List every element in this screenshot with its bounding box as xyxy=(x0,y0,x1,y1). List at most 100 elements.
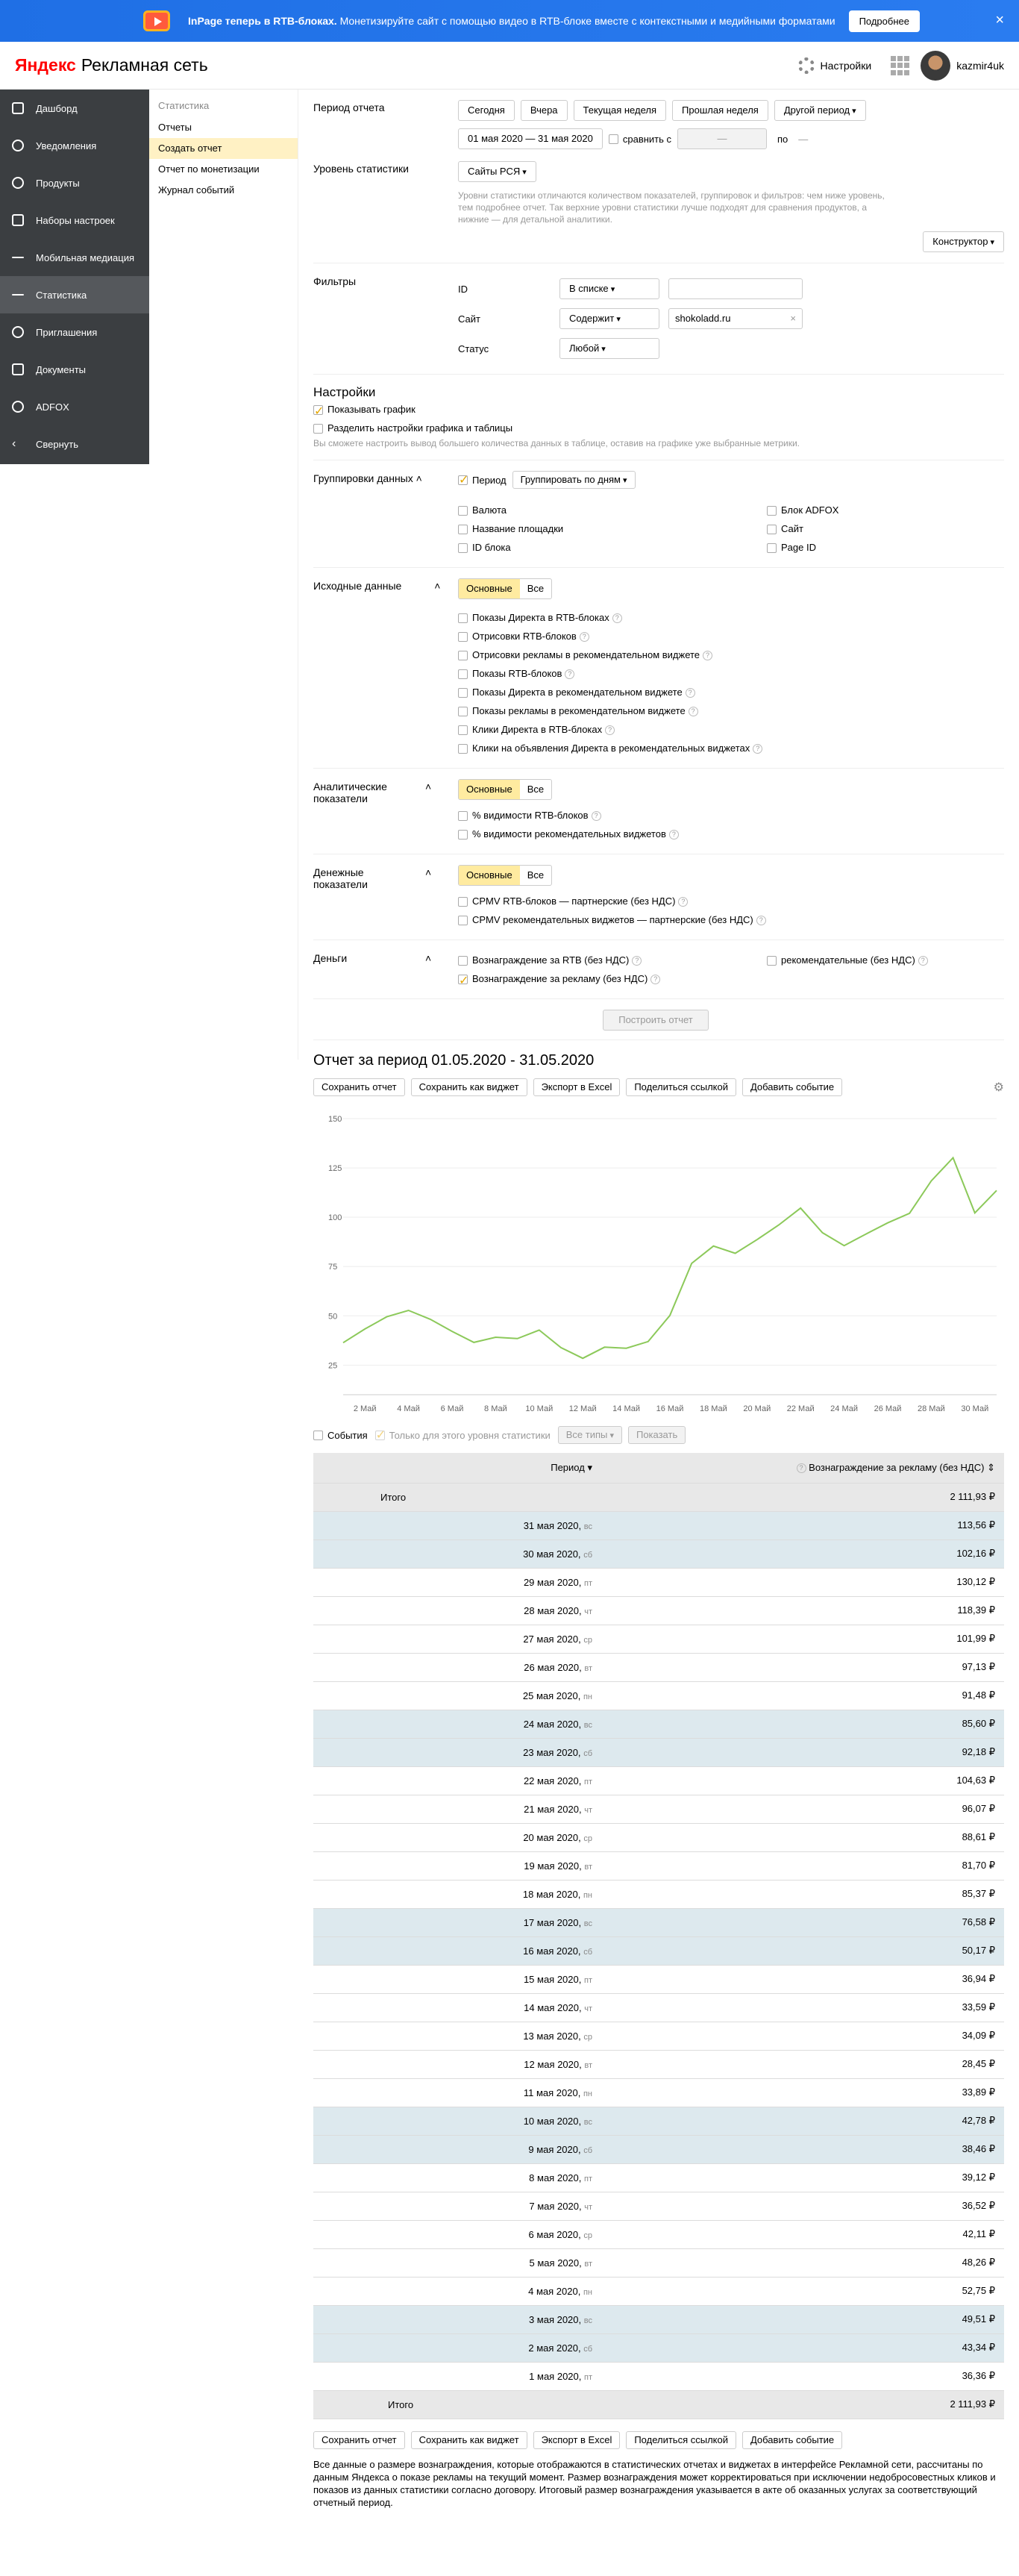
compare-from-input[interactable]: — xyxy=(677,128,768,149)
analytic-option[interactable]: % видимости RTB-блоков? xyxy=(458,806,679,825)
analytic-all-tab[interactable]: Все xyxy=(527,784,545,795)
split-settings-checkbox[interactable] xyxy=(313,424,323,434)
settings-link[interactable]: Настройки xyxy=(820,60,872,72)
money-ind-option[interactable]: CPMV RTB-блоков — партнерские (без НДС)? xyxy=(458,892,766,910)
split-settings-option[interactable]: Разделить настройки графика и таблицы xyxy=(313,419,1004,437)
show-chart-option[interactable]: Показывать график xyxy=(313,400,1004,421)
clear-icon[interactable]: × xyxy=(790,313,796,324)
group-by-days-dropdown[interactable]: Группировать по дням xyxy=(512,471,636,489)
help-icon[interactable]: ? xyxy=(703,651,713,661)
period-last-week-button[interactable]: Прошлая неделя xyxy=(672,100,768,121)
group-currency-checkbox[interactable] xyxy=(458,506,468,516)
col-revenue-header[interactable]: ? Вознаграждение за рекламу (без НДС) ⇕ xyxy=(601,1453,1004,1484)
group-site-option[interactable]: Сайт xyxy=(767,519,838,538)
close-icon[interactable]: × xyxy=(995,12,1004,28)
build-report-button[interactable]: Построить отчет xyxy=(603,1010,709,1031)
help-icon[interactable]: ? xyxy=(685,688,695,698)
save-widget-button[interactable]: Сохранить как виджет xyxy=(410,1078,527,1096)
period-yesterday-button[interactable]: Вчера xyxy=(520,100,568,121)
events-level-checkbox[interactable] xyxy=(374,1428,386,1442)
level-dropdown[interactable]: Сайты РСЯ xyxy=(458,161,536,182)
period-this-week-button[interactable]: Текущая неделя xyxy=(573,100,667,121)
subnav-item-events-log[interactable]: Журнал событий xyxy=(158,184,235,196)
save-widget-button-bottom[interactable]: Сохранить как виджет xyxy=(410,2431,527,2449)
help-icon[interactable]: ? xyxy=(591,811,601,822)
filter-id-input[interactable] xyxy=(668,278,803,299)
help-icon[interactable]: ? xyxy=(605,725,615,736)
money-ind-all-tab[interactable]: Все xyxy=(527,869,545,881)
chevron-up-icon[interactable]: ˄ xyxy=(425,781,432,793)
help-icon[interactable]: ? xyxy=(753,744,763,754)
source-option[interactable]: Показы RTB-блоков? xyxy=(458,664,762,683)
group-period-checkbox[interactable] xyxy=(458,472,468,487)
source-checkbox[interactable] xyxy=(458,651,468,661)
group-currency-option[interactable]: Валюта xyxy=(458,501,767,519)
analytic-option[interactable]: % видимости рекомендательных виджетов? xyxy=(458,825,679,843)
source-checkbox[interactable] xyxy=(458,632,468,643)
banner-more-button[interactable]: Подробнее xyxy=(848,10,920,32)
group-blockid-option[interactable]: ID блока xyxy=(458,538,767,557)
chevron-up-icon[interactable]: ˄ xyxy=(434,580,441,592)
subnav-item-reports[interactable]: Отчеты xyxy=(158,122,192,133)
show-events-button[interactable]: Показать xyxy=(627,1426,686,1444)
source-checkbox[interactable] xyxy=(458,707,468,717)
source-option[interactable]: Показы Директа в рекомендательном виджет… xyxy=(458,683,762,701)
user-login[interactable]: kazmir4uk xyxy=(956,60,1004,72)
show-chart-checkbox[interactable] xyxy=(313,402,324,421)
source-checkbox[interactable] xyxy=(458,725,468,736)
sidebar-item-dashboard[interactable]: Дашборд xyxy=(0,90,149,127)
analytic-checkbox[interactable] xyxy=(458,830,468,840)
source-option[interactable]: Отрисовки рекламы в рекомендательном вид… xyxy=(458,645,762,664)
help-icon[interactable]: ? xyxy=(650,975,661,985)
source-option[interactable]: Показы Директа в RTB-блоках? xyxy=(458,608,762,627)
money-ads-checkbox[interactable] xyxy=(458,972,468,990)
apps-grid-icon[interactable] xyxy=(891,56,910,75)
sidebar-item-mediation[interactable]: Мобильная медиация xyxy=(0,239,149,276)
event-types-dropdown[interactable]: Все типы xyxy=(557,1426,622,1444)
analytic-main-tab[interactable]: Основные xyxy=(459,780,520,799)
period-today-button[interactable]: Сегодня xyxy=(458,100,515,121)
gear-icon[interactable] xyxy=(797,57,815,74)
chevron-up-icon[interactable]: ˄ xyxy=(416,472,422,484)
group-place-checkbox[interactable] xyxy=(458,525,468,535)
help-icon[interactable]: ? xyxy=(796,1463,806,1473)
group-adfox-option[interactable]: Блок ADFOX xyxy=(767,501,838,519)
sidebar-item-presets[interactable]: Наборы настроек xyxy=(0,201,149,239)
money-ind-checkbox[interactable] xyxy=(458,897,468,907)
sidebar-item-notifications[interactable]: Уведомления xyxy=(0,127,149,164)
subnav-item-monetization[interactable]: Отчет по монетизации xyxy=(158,163,260,175)
chart-settings-icon[interactable]: ⚙ xyxy=(993,1081,1004,1094)
group-blockid-checkbox[interactable] xyxy=(458,543,468,554)
money-rtb-option[interactable]: Вознаграждение за RTB (без НДС)? xyxy=(458,951,767,969)
col-period-header[interactable]: Период ▾ xyxy=(313,1453,601,1484)
money-ads-option[interactable]: Вознаграждение за рекламу (без НДС)? xyxy=(458,969,767,990)
source-option[interactable]: Клики Директа в RTB-блоках? xyxy=(458,720,762,739)
help-icon[interactable]: ? xyxy=(632,956,642,966)
sidebar-item-products[interactable]: Продукты xyxy=(0,164,149,201)
sidebar-collapse[interactable]: ‹ Свернуть xyxy=(0,425,149,463)
export-excel-button-bottom[interactable]: Экспорт в Excel xyxy=(533,2431,621,2449)
source-checkbox[interactable] xyxy=(458,613,468,624)
date-range-input[interactable]: 01 мая 2020 — 31 мая 2020 xyxy=(458,128,603,149)
money-ind-main-tab[interactable]: Основные xyxy=(459,866,520,885)
money-recommended-option[interactable]: рекомендательные (без НДС)? xyxy=(767,951,928,969)
source-all-tab[interactable]: Все xyxy=(527,583,545,594)
compare-to-input[interactable]: — xyxy=(798,133,809,145)
logo[interactable]: Яндекс Рекламная сеть xyxy=(15,55,208,75)
sidebar-item-adfox[interactable]: ADFOX xyxy=(0,388,149,425)
source-checkbox[interactable] xyxy=(458,744,468,754)
analytic-checkbox[interactable] xyxy=(458,811,468,822)
source-checkbox[interactable] xyxy=(458,688,468,698)
events-checkbox[interactable] xyxy=(313,1430,323,1440)
constructor-dropdown[interactable]: Конструктор xyxy=(923,231,1004,252)
help-icon[interactable]: ? xyxy=(678,897,689,907)
export-excel-button[interactable]: Экспорт в Excel xyxy=(533,1078,621,1096)
filter-status-operator[interactable]: Любой xyxy=(559,338,659,359)
subnav-item-create-report[interactable]: Создать отчет xyxy=(149,138,298,159)
share-link-button[interactable]: Поделиться ссылкой xyxy=(626,1078,736,1096)
chevron-up-icon[interactable]: ˄ xyxy=(425,866,432,878)
add-event-button[interactable]: Добавить событие xyxy=(741,1078,843,1096)
filter-site-input[interactable]: shokoladd.ru × xyxy=(668,308,803,329)
sidebar-item-documents[interactable]: Документы xyxy=(0,351,149,388)
period-other-dropdown[interactable]: Другой период xyxy=(774,100,866,121)
